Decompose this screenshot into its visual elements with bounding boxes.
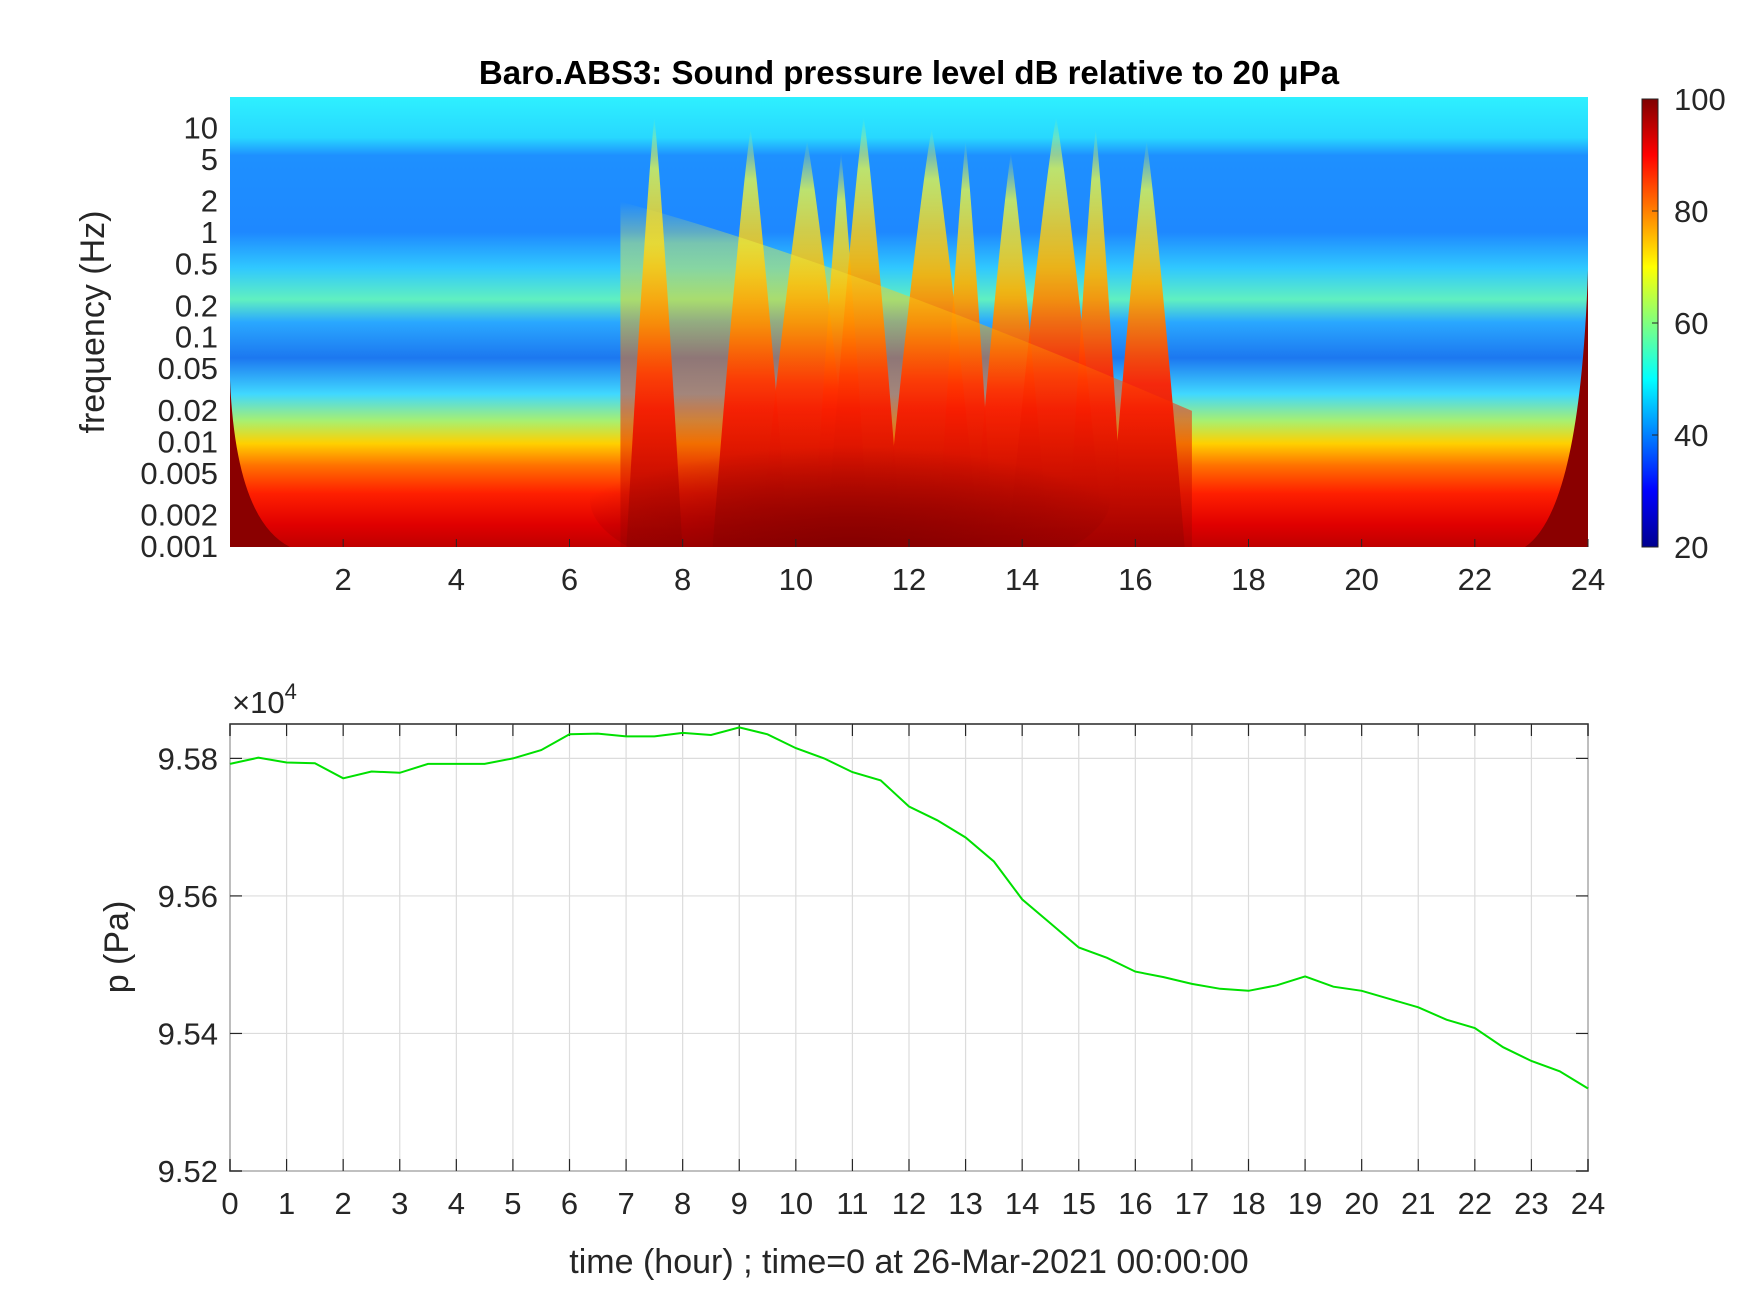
pressure-x-tick-label: 0 xyxy=(221,1186,238,1221)
pressure-x-tick-label: 1 xyxy=(278,1186,295,1221)
pressure-x-label: time (hour) ; time=0 at 26-Mar-2021 00:0… xyxy=(569,1243,1248,1281)
spectrogram-x-tick-label: 6 xyxy=(561,562,578,597)
pressure-x-tick-label: 13 xyxy=(948,1186,982,1221)
spectrogram-x-tick-label: 10 xyxy=(779,562,813,597)
spectrogram-x-tick-label: 4 xyxy=(448,562,465,597)
pressure-y-tick-label: 9.56 xyxy=(158,879,218,914)
pressure-y-tick-label: 9.58 xyxy=(158,741,218,776)
spectrogram-y-tick-label: 1 xyxy=(201,215,218,250)
pressure-x-tick-label: 2 xyxy=(335,1186,352,1221)
spectrogram-y-tick-label: 10 xyxy=(184,110,218,145)
spectrogram-y-tick-label: 5 xyxy=(201,142,218,177)
pressure-x-tick-label: 6 xyxy=(561,1186,578,1221)
spectrogram-edge-left xyxy=(230,380,290,547)
pressure-series-line xyxy=(229,726,1589,1090)
spectrogram-y-tick-label: 0.5 xyxy=(175,247,218,282)
spectrogram-x-tick-label: 12 xyxy=(892,562,926,597)
pressure-x-tick-label: 16 xyxy=(1118,1186,1152,1221)
spectrogram-y-tick-label: 0.001 xyxy=(140,529,218,564)
spectrogram-y-tick-label: 0.2 xyxy=(175,288,218,323)
pressure-y-ticks: 9.52 9.54 9.56 9.58 xyxy=(158,741,1588,1189)
colorbar-tick-label: 20 xyxy=(1674,530,1708,565)
pressure-x-tick-label: 14 xyxy=(1005,1186,1039,1221)
spectrogram-x-tick-label: 8 xyxy=(674,562,691,597)
pressure-x-tick-label: 17 xyxy=(1175,1186,1209,1221)
pressure-y-tick-label: 9.54 xyxy=(158,1016,218,1051)
spectrogram-y-tick-label: 0.02 xyxy=(158,393,218,428)
pressure-x-tick-label: 22 xyxy=(1458,1186,1492,1221)
spectrogram-x-ticks: 2 4 6 8 10 12 14 16 18 20 22 24 xyxy=(335,539,1605,597)
spectrogram-y-ticks: 105 210.5 0.20.10.05 0.020.010.005 0.0020.00… xyxy=(140,110,218,564)
spectrogram-x-tick-label: 18 xyxy=(1231,562,1265,597)
spectrogram-y-tick-label: 0.005 xyxy=(140,456,218,491)
pressure-x-tick-label: 20 xyxy=(1344,1186,1378,1221)
spectrogram-y-tick-label: 2 xyxy=(201,184,218,219)
pressure-x-tick-label: 19 xyxy=(1288,1186,1322,1221)
pressure-x-tick-label: 8 xyxy=(674,1186,691,1221)
spectrogram-y-tick-label: 0.002 xyxy=(140,498,218,533)
pressure-exponent-label: ×104 xyxy=(232,679,297,720)
spectrogram-y-label: frequency (Hz) xyxy=(74,211,112,434)
colorbar-tick-label: 40 xyxy=(1674,418,1708,453)
chart-title: Baro.ABS3: Sound pressure level dB relat… xyxy=(479,54,1340,91)
pressure-grid xyxy=(229,724,1589,1172)
pressure-x-tick-label: 12 xyxy=(892,1186,926,1221)
pressure-x-tick-label: 18 xyxy=(1231,1186,1265,1221)
pressure-x-tick-label: 9 xyxy=(731,1186,748,1221)
pressure-x-ticks: 0 1 2 3 4 5 6 7 8 9 10 11 12 13 14 15 16 17 18 19 20 21 22 23 24 xyxy=(221,724,1605,1221)
spectrogram-y-tick-label: 0.01 xyxy=(158,424,218,459)
colorbar-tick-label: 80 xyxy=(1674,194,1708,229)
spectrogram-x-tick-label: 22 xyxy=(1458,562,1492,597)
colorbar-tick-label: 60 xyxy=(1674,306,1708,341)
pressure-x-tick-label: 11 xyxy=(836,1186,868,1221)
pressure-x-tick-label: 24 xyxy=(1571,1186,1605,1221)
pressure-x-tick-label: 5 xyxy=(504,1186,521,1221)
pressure-y-tick-label: 9.52 xyxy=(158,1154,218,1189)
pressure-x-tick-label: 3 xyxy=(391,1186,408,1221)
spectrogram-x-tick-label: 20 xyxy=(1344,562,1378,597)
pressure-x-tick-label: 23 xyxy=(1514,1186,1548,1221)
pressure-y-label: p (Pa) xyxy=(98,901,136,994)
colorbar-tick-label: 100 xyxy=(1674,82,1726,117)
spectrogram xyxy=(230,97,1588,547)
colorbar-ticks: 100 80 60 40 20 xyxy=(1652,82,1726,565)
spectrogram-x-tick-label: 2 xyxy=(335,562,352,597)
spectrogram-x-tick-label: 14 xyxy=(1005,562,1039,597)
pressure-x-tick-label: 21 xyxy=(1401,1186,1435,1221)
pressure-x-tick-label: 4 xyxy=(448,1186,465,1221)
pressure-x-tick-label: 7 xyxy=(617,1186,634,1221)
spectrogram-y-tick-label: 0.05 xyxy=(158,351,218,386)
spectrogram-y-tick-label: 0.1 xyxy=(175,320,218,355)
spectrogram-edge-right xyxy=(1525,270,1588,547)
pressure-x-tick-label: 15 xyxy=(1062,1186,1096,1221)
spectrogram-x-tick-label: 24 xyxy=(1571,562,1605,597)
spectrogram-core xyxy=(590,410,1110,547)
pressure-x-tick-label: 10 xyxy=(779,1186,813,1221)
spectrogram-x-tick-label: 16 xyxy=(1118,562,1152,597)
